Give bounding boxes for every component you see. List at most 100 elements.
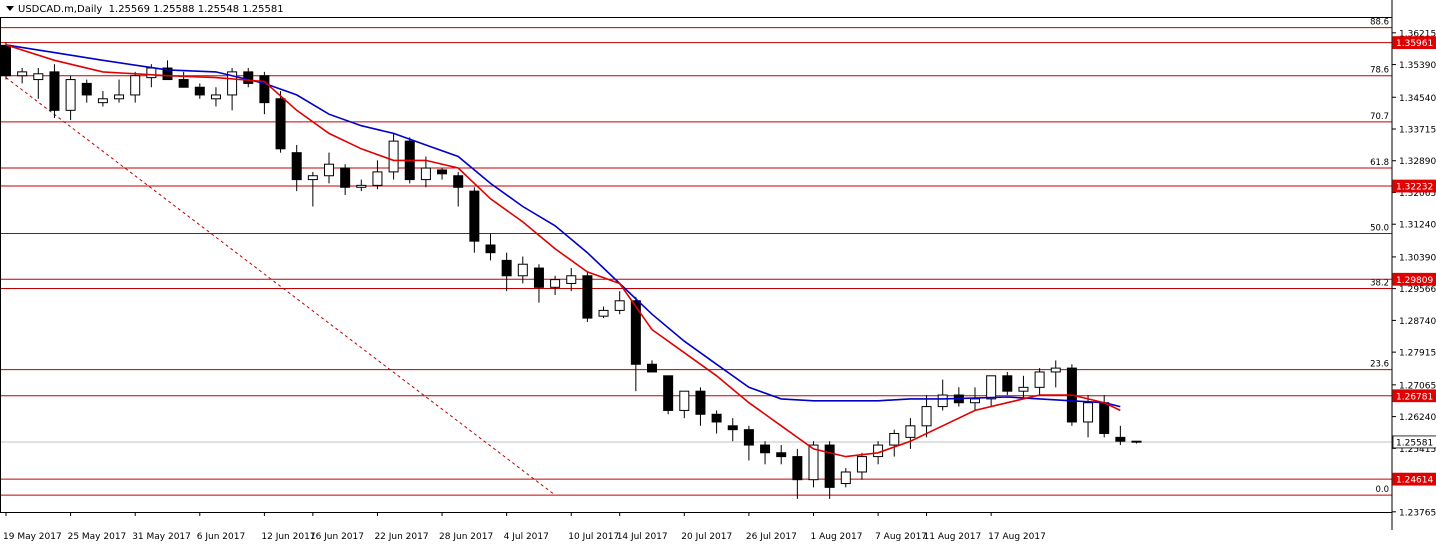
candle-body-bull (856, 456, 867, 473)
x-tick-label: 19 May 2017 (3, 532, 62, 542)
candle (953, 387, 964, 407)
candle-body-bear (49, 71, 60, 111)
x-tick-label: 20 Jul 2017 (681, 532, 732, 542)
candle-body-bull (372, 171, 383, 186)
ohlc-readout: 1.25569 1.25588 1.25548 1.25581 (108, 4, 284, 15)
x-tick-label: 31 May 2017 (132, 532, 191, 542)
candle (760, 441, 771, 465)
candle-body-bear (340, 167, 351, 188)
candle (291, 144, 302, 192)
price-tag-label: 1.26781 (1396, 392, 1433, 402)
x-tick-label: 10 Jul 2017 (568, 532, 619, 542)
candle-body-bull (921, 406, 932, 427)
candle-body-bear (194, 86, 205, 96)
candle-body-bull (210, 94, 221, 100)
dropdown-triangle-icon[interactable] (6, 6, 14, 11)
candle-body-bull (146, 67, 157, 79)
candle-body-bull (114, 94, 125, 100)
candle-body-bear (291, 152, 302, 181)
candle (1034, 368, 1045, 396)
x-tick-label: 22 Jun 2017 (374, 532, 428, 542)
candle-body-bear (792, 456, 803, 481)
candle (49, 64, 60, 119)
fast-moving-average (5, 44, 1121, 458)
candle (210, 87, 221, 107)
candle (824, 441, 835, 499)
candle (1131, 440, 1142, 444)
candle (114, 79, 125, 103)
candle-body-bull (1034, 371, 1045, 388)
candle-body-bear (630, 300, 641, 365)
x-tick-label: 7 Aug 2017 (875, 532, 927, 542)
candle (17, 68, 28, 84)
candle (921, 395, 932, 438)
candle-body-bull (324, 163, 334, 177)
y-tick-label: 1.28740 (1399, 317, 1436, 327)
candle (647, 360, 657, 373)
candle (1, 42, 11, 80)
candle-body-bear (437, 169, 448, 175)
candle (533, 264, 544, 303)
level-price-tag (1392, 389, 1436, 403)
candle-body-bear (776, 452, 787, 458)
candle-body-bull (307, 175, 318, 181)
candle-body-bear (469, 190, 480, 242)
price-tag-label: 1.32232 (1396, 183, 1433, 193)
candle (275, 91, 286, 153)
x-tick-label: 17 Aug 2017 (988, 532, 1046, 542)
candle-body-bull (889, 433, 900, 446)
y-tick-label: 1.23765 (1399, 508, 1436, 518)
fib-level-label: 88.6 (1370, 18, 1389, 28)
candle-body-bear (275, 98, 286, 150)
slow-moving-average (5, 44, 1121, 408)
y-tick-label: 1.35390 (1399, 61, 1436, 71)
candle (340, 164, 351, 195)
y-tick-label: 1.27065 (1399, 381, 1436, 391)
x-tick-label: 12 Jun 2017 (261, 532, 315, 542)
candle (986, 375, 997, 407)
level-price-tag (1392, 179, 1436, 193)
candle-body-bull (1018, 386, 1029, 392)
candle-body-bear (695, 390, 706, 415)
y-tick-label: 1.31240 (1399, 221, 1436, 231)
y-tick-label: 1.32065 (1399, 189, 1436, 199)
price-tag-label: 1.35961 (1396, 39, 1433, 49)
level-price-tag (1392, 36, 1436, 49)
candle (792, 448, 803, 499)
candle (259, 71, 270, 115)
x-tick-label: 11 Aug 2017 (924, 532, 982, 542)
candle (178, 71, 189, 88)
candle-body-bull (420, 167, 431, 181)
plot-frame (0, 17, 1393, 513)
candle-body-bear (259, 75, 270, 104)
x-tick-label: 14 Jul 2017 (617, 532, 668, 542)
price-tag-label: 1.29809 (1396, 276, 1433, 286)
fib-level-label: 78.6 (1370, 66, 1389, 76)
candle (566, 268, 577, 292)
candle-body-bull (33, 73, 44, 81)
candle (711, 410, 722, 434)
candle (889, 429, 900, 457)
bid-price-tag (1392, 435, 1436, 449)
candle (1002, 371, 1013, 396)
candle-body-bull (566, 275, 577, 284)
candle-body-bear (81, 82, 92, 96)
y-tick-label: 1.27915 (1399, 349, 1436, 359)
candle-body-bull (517, 263, 528, 277)
candle-body-bull (1050, 367, 1061, 373)
y-tick-label: 1.26240 (1399, 413, 1436, 423)
candle-body-bear (824, 444, 835, 488)
candle-body-bear (1002, 375, 1013, 392)
x-tick-label: 1 Aug 2017 (811, 532, 863, 542)
candle-body-bear (727, 425, 738, 431)
candle-body-bull (808, 444, 819, 481)
candle-body-bull (840, 471, 851, 485)
candle (33, 68, 44, 99)
candle (630, 296, 641, 392)
y-tick-label: 1.33715 (1399, 125, 1436, 135)
candle-body-bear (243, 71, 254, 84)
fib-level-label: 70.7 (1370, 112, 1389, 122)
candle (856, 452, 867, 480)
candle (356, 179, 367, 192)
